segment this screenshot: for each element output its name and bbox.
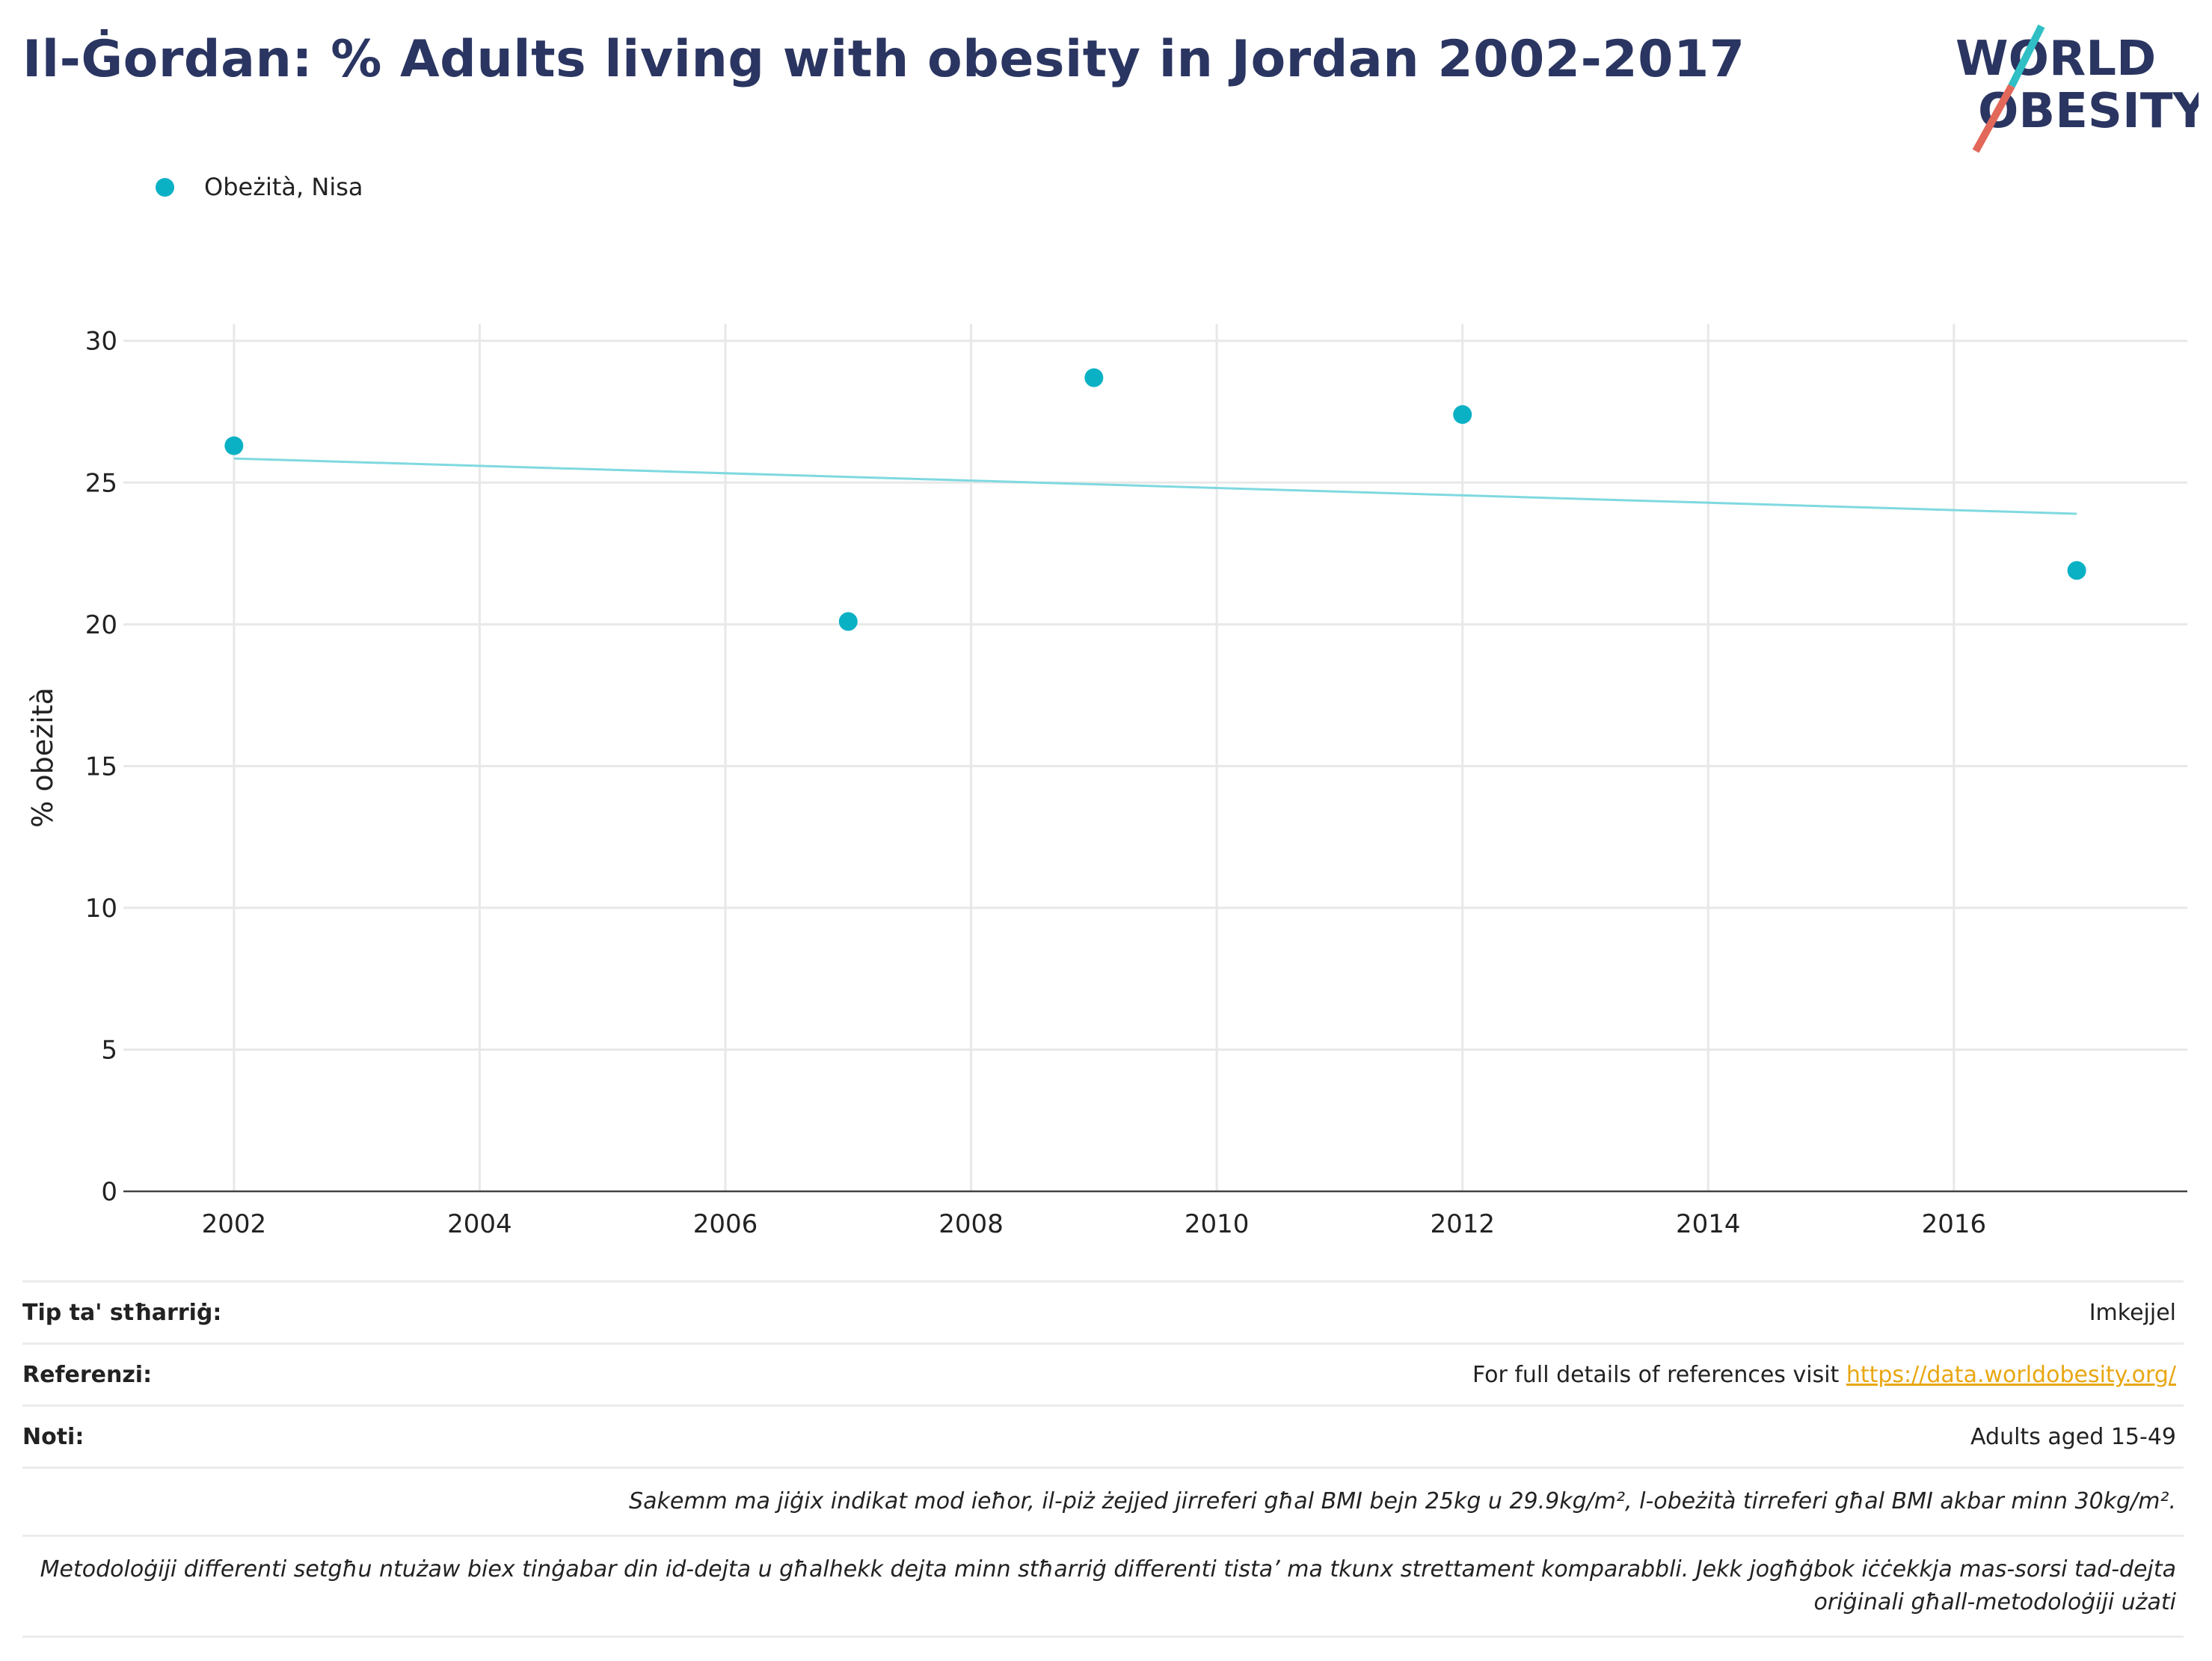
legend: Obeżità, Nisa bbox=[156, 168, 363, 206]
info-row-notes: Noti: Adults aged 15-49 bbox=[22, 1404, 2184, 1467]
x-tick-label: 2014 bbox=[1676, 1209, 1741, 1239]
logo-slash-top bbox=[2008, 24, 2045, 88]
note-bmi: Sakemm ma jiġix indikat mod ieħor, il-pi… bbox=[22, 1467, 2184, 1535]
trend-layer bbox=[233, 457, 2077, 515]
info-row-references: Referenzi: For full details of reference… bbox=[22, 1342, 2184, 1404]
info-table: Tip ta' stħarriġ: Imkejjel Referenzi: Fo… bbox=[22, 1280, 2184, 1638]
references-prefix: For full details of references visit bbox=[1472, 1361, 1840, 1388]
references-value: For full details of references visit htt… bbox=[1472, 1362, 2184, 1388]
source-label: Tip ta' stħarriġ: bbox=[22, 1299, 222, 1326]
trend-line bbox=[233, 457, 2077, 515]
info-table-end bbox=[22, 1636, 2184, 1638]
y-tick-label: 10 bbox=[85, 894, 117, 924]
scatter-chart: 2002 2004 2006 2008 2010 2012 2014 2016 0 5 10 15 20… bbox=[26, 324, 2187, 1239]
source-value: Imkejjel bbox=[2089, 1299, 2176, 1326]
y-axis-title: % obeżità bbox=[26, 687, 59, 828]
legend-label: Obeżità, Nisa bbox=[204, 173, 363, 201]
legend-marker bbox=[156, 177, 174, 197]
info-row-source: Tip ta' stħarriġ: Imkejjel bbox=[22, 1280, 2184, 1342]
logo-slash-bottom bbox=[1972, 84, 2015, 153]
data-point bbox=[1453, 405, 1472, 424]
logo-line1: WORLD bbox=[1956, 31, 2156, 87]
references-link[interactable]: https://data.worldobesity.org/ bbox=[1846, 1361, 2176, 1388]
y-tick-label: 30 bbox=[85, 327, 117, 357]
data-point bbox=[838, 612, 858, 631]
y-tick-label: 20 bbox=[85, 610, 117, 640]
x-tick-label: 2004 bbox=[447, 1209, 512, 1239]
x-tick-label: 2002 bbox=[202, 1209, 267, 1239]
world-obesity-logo: WORLD OBESITY bbox=[1956, 24, 2199, 153]
data-point bbox=[1084, 368, 1104, 387]
x-tick-label: 2012 bbox=[1430, 1209, 1495, 1239]
page-title: Il-Ġordan: % Adults living with obesity … bbox=[22, 30, 1745, 89]
note-methodology: Metodoloġiji differenti setgħu ntużaw bi… bbox=[22, 1535, 2184, 1636]
data-point bbox=[224, 436, 244, 455]
y-tick-label: 5 bbox=[101, 1035, 117, 1065]
data-points bbox=[224, 368, 2086, 631]
x-tick-label: 2008 bbox=[938, 1209, 1004, 1239]
y-tick-label: 15 bbox=[85, 752, 117, 782]
x-tick-label: 2010 bbox=[1185, 1209, 1250, 1239]
notes-label: Noti: bbox=[22, 1423, 85, 1450]
notes-value: Adults aged 15-49 bbox=[1970, 1423, 2176, 1450]
x-tick-label: 2006 bbox=[693, 1209, 758, 1239]
axes: 2002 2004 2006 2008 2010 2012 2014 2016 0 5 10 15 20… bbox=[85, 327, 2187, 1239]
x-tick-label: 2016 bbox=[1922, 1209, 1987, 1239]
data-point bbox=[2067, 561, 2086, 580]
logo-line2: OBESITY bbox=[1978, 84, 2199, 139]
y-tick-label: 0 bbox=[101, 1177, 117, 1207]
references-label: Referenzi: bbox=[22, 1361, 153, 1388]
grid-lines bbox=[123, 324, 2187, 1191]
y-tick-label: 25 bbox=[85, 468, 117, 498]
